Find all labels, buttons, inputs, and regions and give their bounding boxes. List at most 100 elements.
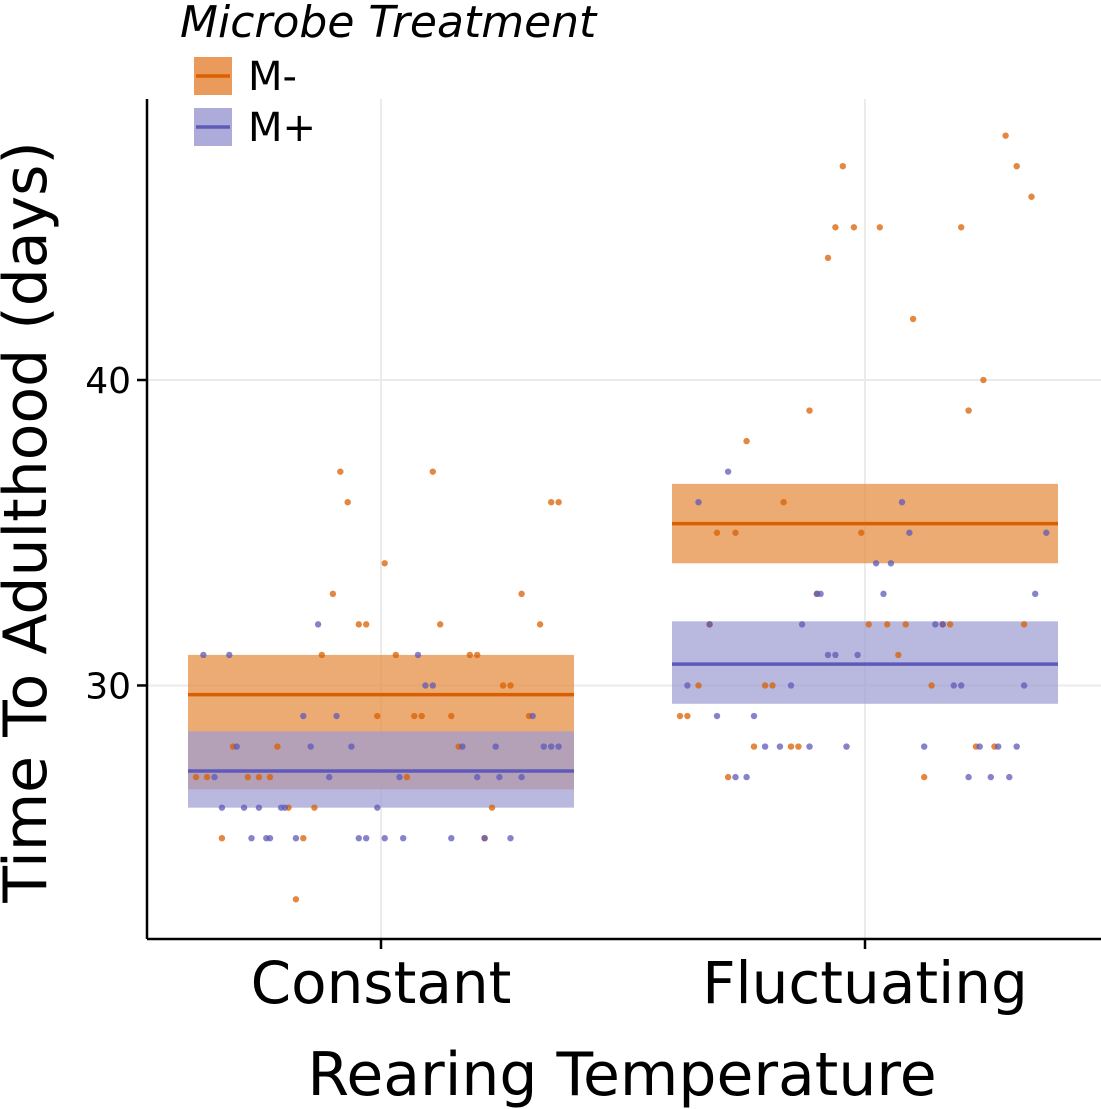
data-point xyxy=(965,773,972,781)
data-point xyxy=(540,743,547,750)
data-point xyxy=(355,621,362,628)
data-point xyxy=(743,773,750,781)
data-point xyxy=(218,804,226,811)
data-point xyxy=(713,529,721,536)
data-point xyxy=(344,499,351,506)
data-point xyxy=(843,743,850,750)
y-axis-title: Time To Adulthood (days) xyxy=(0,141,61,903)
legend: Microbe Treatment M- M+ xyxy=(180,0,598,151)
data-point xyxy=(300,835,307,842)
data-point xyxy=(292,896,300,903)
data-point xyxy=(932,621,939,628)
data-point xyxy=(824,254,832,262)
data-point xyxy=(976,743,983,750)
data-point xyxy=(987,773,994,781)
data-point xyxy=(337,468,344,475)
data-point xyxy=(839,163,846,170)
data-point xyxy=(496,773,503,781)
data-point xyxy=(466,651,473,659)
data-point xyxy=(300,712,307,720)
data-point xyxy=(218,835,226,842)
data-point xyxy=(200,651,207,659)
data-point xyxy=(980,376,987,384)
data-point xyxy=(950,682,957,689)
data-point xyxy=(1013,743,1020,750)
data-point xyxy=(750,743,758,750)
x-tick-label: Fluctuating xyxy=(702,949,1028,1017)
legend-label: M- xyxy=(248,54,297,100)
data-point xyxy=(706,621,713,628)
data-point xyxy=(481,835,488,842)
data-point xyxy=(824,651,832,659)
data-point xyxy=(684,712,691,720)
data-point xyxy=(518,590,525,598)
data-point xyxy=(326,773,333,781)
data-point xyxy=(895,651,902,659)
data-point xyxy=(429,468,436,475)
legend-title: Microbe Treatment xyxy=(180,0,598,48)
data-point xyxy=(995,743,1002,750)
data-point xyxy=(255,804,263,811)
data-point xyxy=(1032,590,1039,598)
x-tick-label: Constant xyxy=(251,949,512,1017)
data-point xyxy=(203,773,211,781)
data-point xyxy=(858,529,865,536)
data-point xyxy=(921,773,928,781)
data-point xyxy=(876,224,883,231)
data-point xyxy=(411,712,418,720)
data-point xyxy=(780,499,787,506)
data-point xyxy=(474,773,481,781)
data-point xyxy=(555,499,562,506)
data-point xyxy=(396,773,403,781)
data-point xyxy=(329,590,337,598)
data-point xyxy=(958,224,965,231)
data-point xyxy=(872,560,880,567)
data-point xyxy=(880,590,887,598)
data-point xyxy=(507,835,514,842)
data-point xyxy=(448,835,455,842)
data-point xyxy=(374,712,381,720)
data-point xyxy=(713,712,721,720)
data-point xyxy=(374,804,381,811)
data-point xyxy=(536,621,544,628)
data-point xyxy=(1043,529,1050,536)
data-point xyxy=(832,651,839,659)
data-point xyxy=(226,651,233,659)
data-point xyxy=(902,621,909,628)
data-point xyxy=(363,621,370,628)
data-point xyxy=(418,712,425,720)
data-point xyxy=(806,743,813,750)
data-point xyxy=(732,529,739,536)
data-point xyxy=(244,773,251,781)
data-point xyxy=(732,773,739,781)
data-point xyxy=(854,651,861,659)
data-point xyxy=(958,682,965,689)
data-point xyxy=(311,804,318,811)
data-point xyxy=(429,682,436,689)
data-point xyxy=(1006,773,1013,781)
data-point xyxy=(437,621,444,628)
data-point xyxy=(724,773,732,781)
data-point xyxy=(314,621,322,628)
legend-entries: M- M+ xyxy=(194,54,316,151)
y-tick-label: 30 xyxy=(85,666,131,707)
data-point xyxy=(898,499,906,506)
data-point xyxy=(518,773,525,781)
data-point xyxy=(1013,163,1020,170)
data-point xyxy=(787,743,795,750)
data-point xyxy=(381,560,388,567)
data-point xyxy=(817,590,824,598)
data-point xyxy=(850,224,858,231)
data-point xyxy=(318,651,325,659)
data-point xyxy=(529,712,536,720)
data-point xyxy=(392,651,399,659)
data-point xyxy=(266,773,274,781)
data-point xyxy=(492,743,499,750)
data-point xyxy=(381,835,388,842)
data-point xyxy=(459,743,466,750)
data-point xyxy=(548,743,555,750)
axis-ticks: 30 40 Constant Fluctuating xyxy=(85,361,1028,1017)
data-point xyxy=(448,712,455,720)
data-point xyxy=(292,835,300,842)
